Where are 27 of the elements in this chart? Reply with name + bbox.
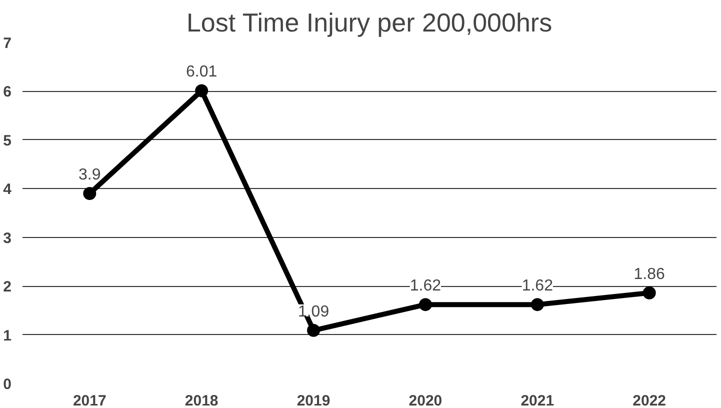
x-tick-label: 2019 [296,392,330,408]
data-label: 3.9 [78,166,101,184]
x-tick-label: 2021 [520,392,554,408]
y-tick-label: 1 [3,327,12,344]
y-tick-label: 0 [3,376,12,393]
point [83,187,96,200]
y-tick-label: 2 [3,278,12,296]
point [195,84,208,98]
chart-title: Lost Time Injury per 200,000hrs [186,8,552,38]
y-tick-label: 5 [3,132,12,150]
x-tick-label: 2022 [632,392,666,408]
data-label: 1.86 [634,266,666,283]
point [530,298,544,312]
x-tick-label: 2017 [72,392,106,408]
point [642,286,656,300]
y-tick-label: 7 [3,35,12,52]
data-label: 1.62 [522,278,554,295]
x-tick-label: 2020 [408,392,442,408]
data-label: 1.09 [298,303,330,320]
y-tick-label: 4 [3,181,12,198]
data-label: 6.01 [186,64,218,81]
data-label: 1.62 [410,278,442,295]
y-tick-label: 6 [3,84,12,101]
x-tick-label: 2018 [184,392,218,408]
y-tick-label: 3 [3,230,12,247]
point [418,298,432,312]
point [307,324,320,337]
